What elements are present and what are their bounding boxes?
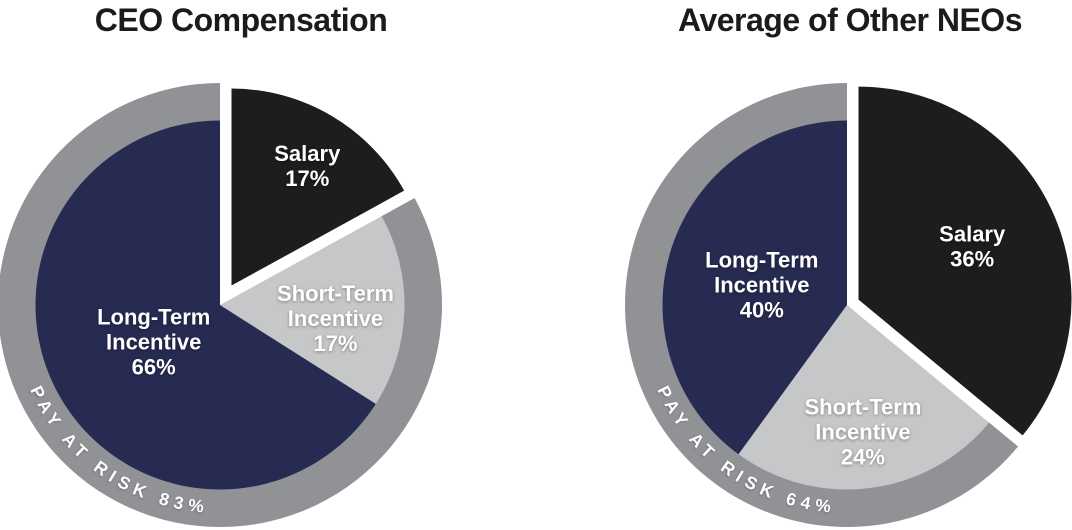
pie-slice-short-term-incentive (738, 305, 990, 490)
pie-chart-ceo-compensation: PAY AT RISK 83%Salary 17%Short-Term Incent… (0, 83, 442, 527)
slice-label-salary: Salary 36% (939, 221, 1006, 271)
chart-title-average-other-neos: Average of Other NEOs (678, 2, 1022, 38)
slice-label-short-term-incentive: Short-Term Incentive 24% (804, 394, 921, 469)
slice-label-long-term-incentive: Long-Term Incentive 66% (97, 304, 210, 379)
pie-slice-long-term-incentive (35, 120, 376, 490)
pie-slice-salary-exploded (858, 86, 1072, 436)
chart-title-ceo-compensation: CEO Compensation (94, 2, 388, 38)
pay-at-risk-ring (624, 83, 1019, 528)
slice-label-long-term-incentive: Long-Term Incentive 40% (705, 247, 818, 322)
pie-chart-average-of-other-neos: PAY AT RISK 64%Salary 36%Short-Term Incent… (624, 83, 1072, 528)
slice-label-salary: Salary 17% (274, 141, 341, 191)
pie-slice-short-term-incentive (220, 216, 405, 404)
pie-slice-salary-exploded (231, 88, 405, 286)
slice-label-short-term-incentive: Short-Term Incentive 17% (277, 281, 394, 356)
pie-slice-long-term-incentive (662, 120, 847, 455)
